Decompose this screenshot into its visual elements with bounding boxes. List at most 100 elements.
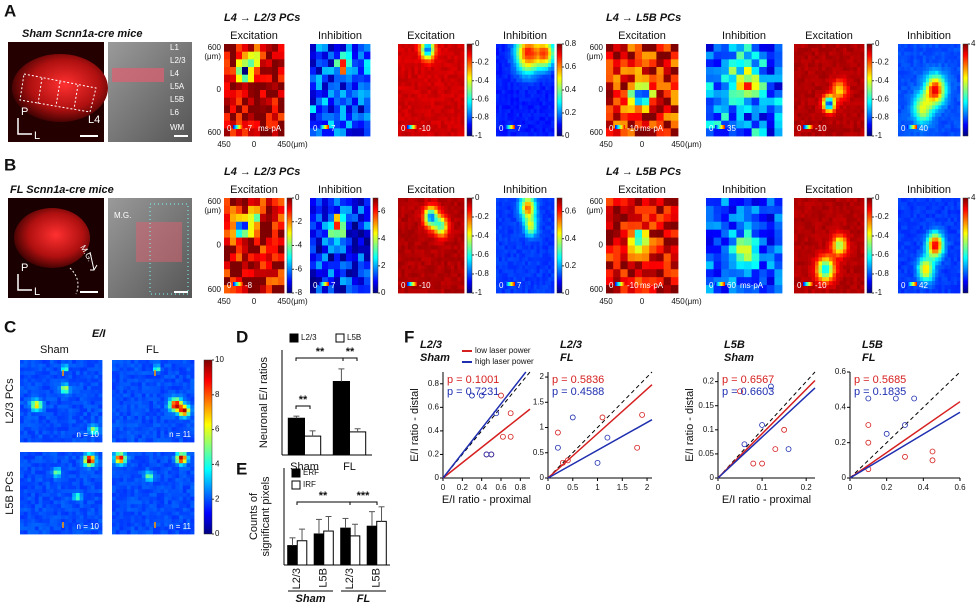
heatmap-cell (242, 229, 249, 238)
heatmap-cell (857, 128, 861, 133)
heatmap-cell (904, 78, 908, 83)
heatmap-cell (498, 273, 503, 278)
heatmap-cell (501, 132, 506, 137)
heatmap-cell (843, 120, 847, 125)
heatmap-cell (431, 213, 435, 219)
heatmap-cell (670, 113, 679, 122)
heatmap-cell (794, 281, 798, 286)
heatmap-cell (545, 101, 549, 106)
heatmap-cell (850, 253, 854, 258)
heatmap-cell (846, 289, 851, 294)
heatmap-cell (504, 233, 508, 238)
heatmap-cell (254, 97, 261, 106)
heatmap-cell (801, 93, 805, 99)
heatmap-cell (504, 113, 508, 118)
heatmap-cell (434, 213, 438, 219)
heatmap-cell (498, 277, 503, 282)
heatmap-cell (811, 229, 816, 235)
heatmap-cell (797, 245, 802, 250)
heatmap-cell (910, 198, 914, 203)
heatmap-cell (815, 237, 819, 242)
heatmap-cell (417, 55, 422, 60)
heatmap-cell (548, 281, 552, 286)
heatmap-cell (832, 86, 837, 91)
heatmap-cell (941, 124, 945, 129)
heatmap-cell (860, 63, 865, 68)
heatmap-cell (808, 289, 812, 294)
heatmap-cell (248, 120, 255, 129)
heatmap-cell (401, 55, 405, 60)
heatmap-cell (401, 289, 405, 294)
heatmap-cell (545, 44, 549, 49)
heatmap-cell (818, 209, 823, 215)
heatmap-cell (808, 225, 812, 231)
heatmap-cell (358, 198, 365, 207)
heatmap-cell (551, 82, 555, 87)
heatmap-cell (411, 221, 415, 227)
heatmap-cell (794, 273, 798, 278)
heatmap-cell (935, 128, 939, 133)
heatmap-cell (797, 237, 802, 242)
heatmap-cell (507, 116, 511, 122)
heatmap-cell (398, 213, 402, 219)
heatmap-cell (846, 124, 851, 129)
heatmap-cell (953, 47, 958, 53)
heatmap-cell (656, 205, 664, 215)
heatmap-cell (929, 59, 933, 64)
heatmap-cell (519, 281, 523, 286)
heatmap-cell (440, 285, 445, 290)
heatmap-cell (401, 273, 405, 278)
heatmap-cell (916, 233, 921, 238)
heatmap-cell (457, 59, 462, 64)
heatmap-cell (929, 201, 933, 207)
heatmap-cell (941, 229, 945, 235)
heatmap-cell (706, 51, 714, 60)
heatmap-cell (663, 74, 672, 83)
heatmap-cell (513, 101, 517, 106)
heatmap-cell (507, 221, 511, 227)
heatmap-cell (766, 59, 775, 68)
heatmap-cell (398, 285, 402, 290)
heatmap-cell (721, 205, 730, 215)
heatmap-cell (744, 285, 752, 294)
heatmap-cell (404, 273, 409, 278)
heatmap-cell (536, 201, 540, 207)
heatmap-cell (421, 128, 425, 133)
heatmap-cell (808, 249, 812, 254)
heatmap-cell (346, 59, 353, 68)
heatmap-cell (656, 67, 664, 76)
heatmap-cell (340, 269, 347, 278)
heatmap-cell (857, 253, 861, 258)
heatmap-cell (938, 205, 942, 211)
heatmap-cell (310, 67, 317, 76)
heatmap-cell (527, 90, 532, 95)
heatmap-cell (414, 237, 419, 242)
heatmap-cell (545, 109, 549, 114)
heatmap-cell (498, 281, 503, 286)
heatmap-cell (539, 51, 543, 56)
heatmap-cell (925, 237, 930, 242)
heatmap-cell (850, 113, 854, 118)
heatmap-cell (825, 67, 830, 72)
heatmap-cell (364, 113, 371, 122)
heatmap-cell (404, 128, 409, 133)
heatmap-cell (504, 265, 508, 270)
heatmap-cell (522, 82, 526, 87)
heatmap-cell (519, 70, 523, 76)
map-title: Inhibition (722, 30, 766, 42)
heatmap-cell (815, 217, 819, 223)
heatmap-cell (542, 70, 546, 76)
heatmap-cell (454, 221, 458, 227)
heatmap-cell (904, 237, 908, 242)
heatmap-cell (901, 97, 905, 102)
heatmap-cell (938, 97, 942, 102)
heatmap-cell (804, 47, 809, 53)
heatmap-cell (938, 78, 942, 83)
heatmap-cell (272, 74, 279, 83)
heatmap-cell (504, 55, 508, 60)
heatmap-cell (401, 59, 405, 64)
heatmap-cell (808, 82, 812, 87)
heatmap-cell (910, 265, 914, 270)
colorbar-tick-label: -0.8 (875, 269, 889, 278)
heatmap-cell (450, 93, 455, 99)
